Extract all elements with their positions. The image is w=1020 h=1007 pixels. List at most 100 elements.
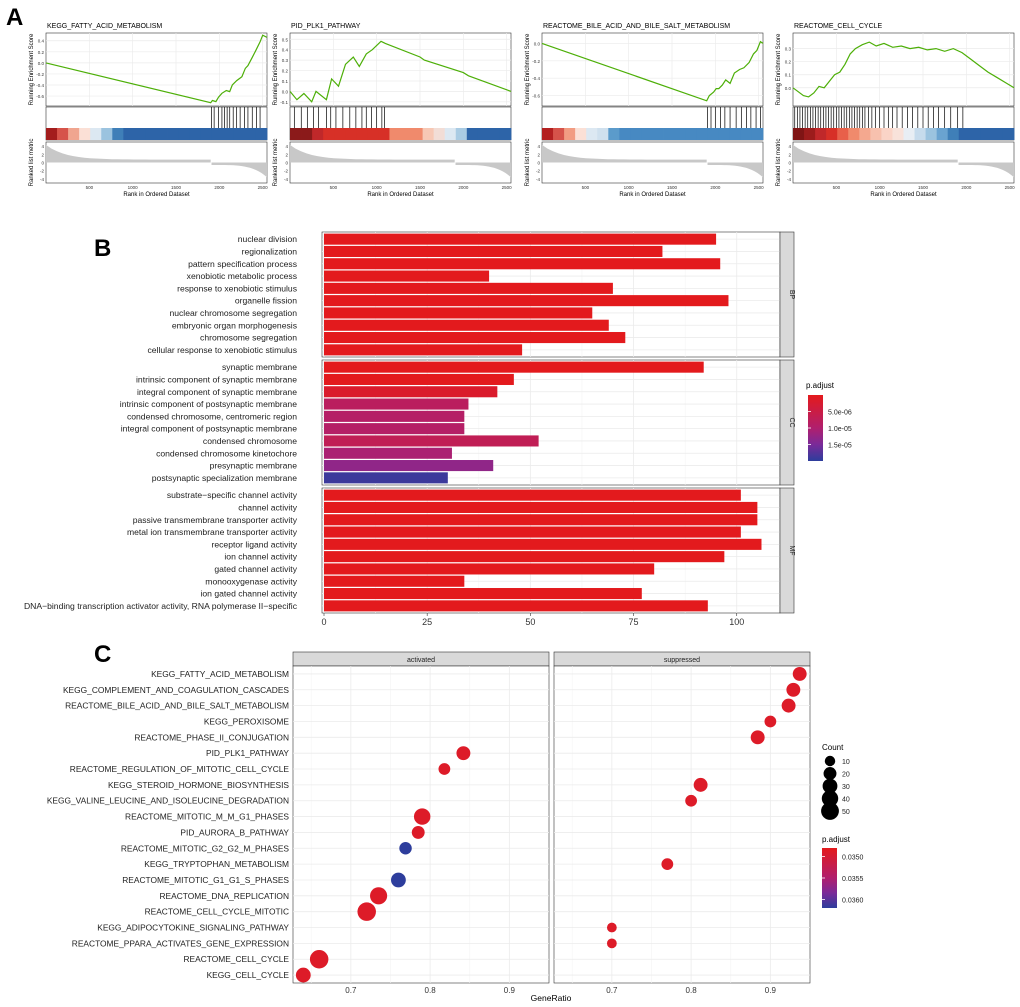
bar bbox=[324, 588, 642, 600]
bar bbox=[324, 245, 663, 257]
rank-heat-cell bbox=[608, 128, 620, 140]
es-y-tick: 0.5 bbox=[282, 37, 289, 42]
category-label: xenobiotic metabolic process bbox=[187, 271, 297, 281]
gsea-title: REACTOME_BILE_ACID_AND_BILE_SALT_METABOL… bbox=[543, 23, 730, 30]
legend-count-label: 30 bbox=[842, 784, 850, 791]
category-label: response to xenobiotic stimulus bbox=[177, 283, 297, 293]
metric-y-tick: 0 bbox=[285, 161, 288, 166]
category-label: intrinsic component of postsynaptic memb… bbox=[120, 399, 297, 409]
bar bbox=[324, 319, 609, 331]
category-label: pattern specification process bbox=[188, 259, 297, 269]
rank-x-tick: 1500 bbox=[667, 185, 678, 190]
rank-heat-cell bbox=[290, 128, 302, 140]
facet-strip-label: activated bbox=[407, 657, 435, 664]
metric-y-tick: 2 bbox=[41, 152, 44, 157]
rank-heat-cell bbox=[575, 128, 587, 140]
rank-heat-cell bbox=[312, 128, 324, 140]
es-y-tick: -0.2 bbox=[532, 59, 540, 64]
rank-heat-cell bbox=[178, 128, 191, 140]
term-label: REACTOME_MITOTIC_M_M_G1_PHASES bbox=[125, 812, 289, 822]
category-label: metal ion transmembrane transporter acti… bbox=[127, 527, 298, 537]
es-y-tick: -0.4 bbox=[532, 76, 540, 81]
rank-heat-cell bbox=[597, 128, 609, 140]
rank-heat-cell bbox=[892, 128, 904, 140]
metric-negative-area bbox=[211, 162, 267, 178]
dot bbox=[309, 949, 329, 969]
es-y-label: Running Enrichment Score bbox=[273, 33, 279, 105]
metric-y-tick: 0 bbox=[788, 161, 791, 166]
term-label: REACTOME_DNA_REPLICATION bbox=[159, 891, 289, 901]
bar bbox=[324, 307, 593, 319]
es-y-tick: 0.3 bbox=[785, 47, 792, 52]
es-y-tick: 0.0 bbox=[785, 86, 792, 91]
rank-x-tick: 2500 bbox=[502, 185, 513, 190]
rank-heat-cell bbox=[57, 128, 69, 140]
rank-heat-cell bbox=[233, 128, 246, 140]
legend-count-label: 20 bbox=[842, 772, 850, 779]
rank-heat-cell bbox=[837, 128, 849, 140]
metric-y-tick: 4 bbox=[537, 144, 540, 149]
panel-letter-a: A bbox=[6, 4, 23, 31]
panel-a-gsea-plots: KEGG_FATTY_ACID_METABOLISM 0.4 0.2 0.0 -0.2 -… bbox=[29, 23, 1015, 198]
rank-heat-cell bbox=[334, 128, 346, 140]
bar bbox=[324, 258, 721, 270]
gsea-subplot: PID_PLK1_PATHWAY 0.5 0.4 0.3 0.2 0.1 0.0 -0.1 4 2… bbox=[273, 23, 512, 198]
panel-letter-c: C bbox=[94, 641, 111, 668]
x-tick-label: 0.8 bbox=[425, 986, 437, 995]
rank-heat-cell bbox=[652, 128, 664, 140]
legend-colorbar bbox=[822, 848, 837, 908]
x-tick-label: 0.9 bbox=[765, 986, 777, 995]
rank-heat-cell bbox=[564, 128, 576, 140]
term-label: REACTOME_MITOTIC_G2_G2_M_PHASES bbox=[121, 843, 290, 853]
legend-count-label: 10 bbox=[842, 759, 850, 766]
rank-x-tick: 500 bbox=[330, 185, 338, 190]
legend-count-dot bbox=[821, 790, 839, 807]
facet-strip-label: CC bbox=[788, 417, 795, 427]
facet-mf: substrate−specific channel activity chann… bbox=[24, 487, 795, 614]
rank-heat-cell bbox=[301, 128, 313, 140]
legend-count-dot bbox=[823, 767, 837, 780]
dot bbox=[661, 858, 674, 871]
legend-label: 1.5e-05 bbox=[828, 443, 852, 450]
term-label: REACTOME_PPARA_ACTIVATES_GENE_EXPRESSION bbox=[72, 938, 289, 948]
dot bbox=[370, 887, 388, 905]
dot bbox=[606, 938, 617, 949]
es-plot-frame bbox=[45, 32, 268, 107]
running-es-line bbox=[289, 40, 512, 103]
rank-heat-cell bbox=[586, 128, 598, 140]
dot bbox=[606, 922, 617, 933]
metric-negative-area bbox=[958, 162, 1014, 178]
metric-y-tick: 4 bbox=[788, 144, 791, 149]
dot bbox=[413, 808, 431, 825]
facet-strip-label: BP bbox=[788, 290, 795, 300]
legend-count-dot bbox=[821, 802, 839, 820]
dot bbox=[399, 842, 412, 855]
dot bbox=[456, 746, 471, 761]
gsea-subplot: REACTOME_CELL_CYCLE 0.3 0.2 0.1 0.0 4 2 0 -2 -4 50… bbox=[776, 23, 1015, 198]
dot bbox=[693, 777, 708, 792]
rank-heat-cell bbox=[189, 128, 202, 140]
category-label: condensed chromosome, centromeric region bbox=[127, 411, 297, 421]
rank-x-tick: 2000 bbox=[214, 185, 225, 190]
es-y-tick: -0.2 bbox=[36, 72, 44, 77]
rank-x-tick: 2500 bbox=[1005, 185, 1016, 190]
rank-heat-cell bbox=[244, 128, 257, 140]
rank-heat-cell bbox=[477, 128, 490, 140]
legend-title: p.adjust bbox=[806, 381, 835, 390]
rank-heat-cell bbox=[134, 128, 146, 140]
rank-heat-cell bbox=[553, 128, 565, 140]
rank-heat-cell bbox=[958, 128, 971, 140]
term-label: REACTOME_CELL_CYCLE_MITOTIC bbox=[145, 907, 289, 917]
rank-heat-cell bbox=[378, 128, 390, 140]
es-y-tick: 0.4 bbox=[38, 39, 45, 44]
bar bbox=[324, 551, 725, 563]
rank-x-tick: 2000 bbox=[710, 185, 721, 190]
category-label: regionalization bbox=[242, 246, 298, 256]
bar bbox=[324, 233, 717, 245]
rank-heat-cell bbox=[696, 128, 709, 140]
rank-heat-cell bbox=[859, 128, 871, 140]
rank-heat-cell bbox=[367, 128, 379, 140]
rank-x-label: Rank in Ordered Dataset bbox=[123, 192, 190, 198]
term-label: KEGG_FATTY_ACID_METABOLISM bbox=[151, 669, 289, 679]
rank-heat-cell bbox=[980, 128, 993, 140]
